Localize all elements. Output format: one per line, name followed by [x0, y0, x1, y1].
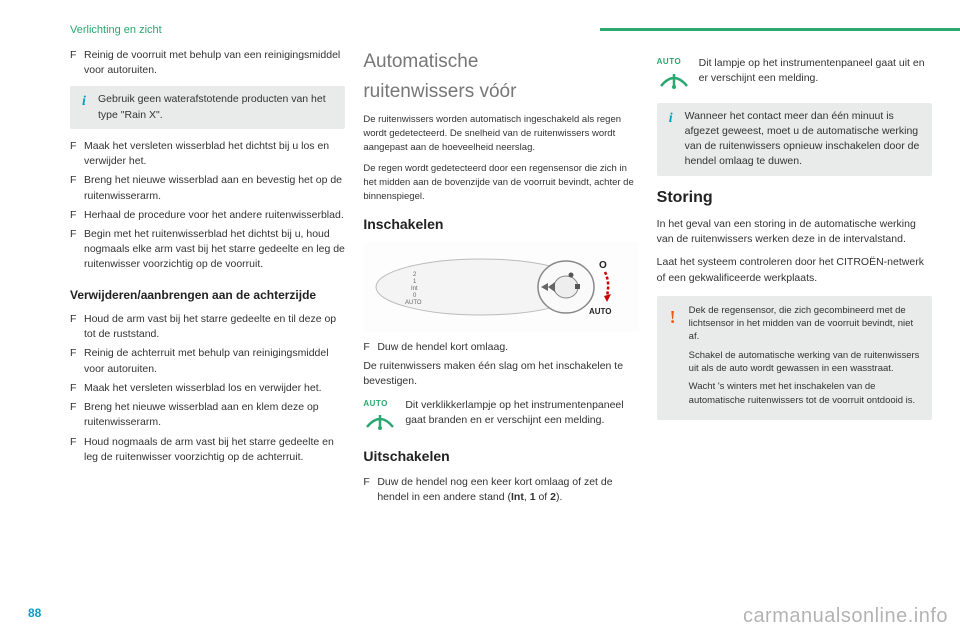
- bullet-mark: F: [70, 312, 84, 342]
- info-box: i Wanneer het contact meer dan één minuu…: [657, 103, 932, 176]
- info-icon: i: [665, 109, 677, 129]
- list-item: FBreng het nieuwe wisserblad aan en klem…: [70, 400, 345, 430]
- section-title: ruitenwissers vóór: [363, 78, 638, 106]
- list-text: Maak het versleten wisserblad het dichts…: [84, 139, 345, 169]
- list-text: Begin met het ruitenwisserblad het dicht…: [84, 227, 345, 273]
- warning-line: Dek de regensensor, die zich gecombineer…: [689, 304, 922, 344]
- list-text: Reinig de voorruit met behulp van een re…: [84, 48, 345, 78]
- page-number: 88: [28, 606, 41, 620]
- list-item: FMaak het versleten wisserblad los en ve…: [70, 381, 345, 396]
- warning-text: Dek de regensensor, die zich gecombineer…: [689, 304, 922, 412]
- list-item: FMaak het versleten wisserblad het dicht…: [70, 139, 345, 169]
- subsection-title: Uitschakelen: [363, 446, 638, 466]
- list-item: F Reinig de voorruit met behulp van een …: [70, 48, 345, 78]
- paragraph: In het geval van een storing in de autom…: [657, 217, 932, 247]
- column-2: Automatische ruitenwissers vóór De ruite…: [363, 48, 638, 509]
- column-3: AUTO Dit lampje op het instrumentenpanee…: [657, 48, 932, 509]
- list-item: FBegin met het ruitenwisserblad het dich…: [70, 227, 345, 273]
- list-text: Breng het nieuwe wisserblad aan en beves…: [84, 173, 345, 203]
- wiper-stalk-illustration: O AUTO 2 1 Int 0 AUTO: [363, 242, 638, 332]
- indicator-row: AUTO Dit lampje op het instrumentenpanee…: [657, 56, 932, 95]
- list-item: FReinig de achterruit met behulp van rei…: [70, 346, 345, 376]
- bullet-mark: F: [70, 400, 84, 430]
- subsection-title: Storing: [657, 186, 932, 209]
- list-text: Duw de hendel kort omlaag.: [377, 340, 638, 355]
- watermark: carmanualsonline.info: [743, 605, 948, 628]
- header-accent-rule: [600, 28, 960, 31]
- info-icon: i: [78, 92, 90, 112]
- bullet-mark: F: [70, 208, 84, 223]
- list-text: Herhaal de procedure voor het andere rui…: [84, 208, 345, 223]
- bullet-mark: F: [70, 173, 84, 203]
- svg-text:AUTO: AUTO: [405, 300, 422, 306]
- list-item: FHoud de arm vast bij het starre gedeelt…: [70, 312, 345, 342]
- stalk-svg: O AUTO 2 1 Int 0 AUTO: [371, 244, 631, 330]
- list-text: Reinig de achterruit met behulp van rein…: [84, 346, 345, 376]
- auto-label: AUTO: [657, 56, 691, 68]
- subsection-title: Inschakelen: [363, 214, 638, 234]
- info-text: Gebruik geen waterafstotende producten v…: [98, 92, 337, 122]
- info-box: i Gebruik geen waterafstotende producten…: [70, 86, 345, 128]
- indicator-text: Dit verklikkerlampje op het instrumenten…: [405, 398, 638, 428]
- indicator-text: Dit lampje op het instrumentenpaneel gaa…: [699, 56, 932, 86]
- bullet-mark: F: [363, 340, 377, 355]
- bullet-mark: F: [70, 346, 84, 376]
- svg-text:Int: Int: [411, 286, 418, 292]
- bullet-mark: F: [70, 139, 84, 169]
- auto-wiper-icon: AUTO: [657, 56, 691, 95]
- list-text: Duw de hendel nog een keer kort omlaag o…: [377, 475, 638, 505]
- warning-line: Schakel de automatische werking van de r…: [689, 349, 922, 376]
- subsection-title: Verwijderen/aanbrengen aan de achterzijd…: [70, 287, 345, 304]
- paragraph: Laat het systeem controleren door het CI…: [657, 255, 932, 285]
- auto-label: AUTO: [363, 398, 397, 410]
- list-text: Houd nogmaals de arm vast bij het starre…: [84, 435, 345, 465]
- warning-line: Wacht 's winters met het inschakelen van…: [689, 380, 922, 407]
- list-item: FHerhaal de procedure voor het andere ru…: [70, 208, 345, 223]
- list-item: FDuw de hendel kort omlaag.: [363, 340, 638, 355]
- column-1: F Reinig de voorruit met behulp van een …: [70, 48, 345, 509]
- bullet-mark: F: [70, 435, 84, 465]
- bullet-mark: F: [70, 48, 84, 78]
- list-item: FHoud nogmaals de arm vast bij het starr…: [70, 435, 345, 465]
- list-text: Maak het versleten wisserblad los en ver…: [84, 381, 345, 396]
- list-item: F Duw de hendel nog een keer kort omlaag…: [363, 475, 638, 505]
- info-text: Wanneer het contact meer dan één minuut …: [685, 109, 924, 170]
- list-text: Breng het nieuwe wisserblad aan en klem …: [84, 400, 345, 430]
- paragraph: De ruitenwissers maken één slag om het i…: [363, 359, 638, 389]
- list-text: Houd de arm vast bij het starre gedeelte…: [84, 312, 345, 342]
- paragraph: De ruitenwissers worden automatisch inge…: [363, 113, 638, 154]
- indicator-row: AUTO Dit verklikkerlampje op het instrum…: [363, 398, 638, 437]
- auto-wiper-icon: AUTO: [363, 398, 397, 437]
- section-title: Automatische: [363, 48, 638, 76]
- bullet-mark: F: [70, 227, 84, 273]
- manual-page: Verlichting en zicht F Reinig de voorrui…: [0, 0, 960, 640]
- warning-icon: !: [667, 304, 679, 330]
- label-AUTO: AUTO: [589, 307, 612, 316]
- bullet-mark: F: [363, 475, 377, 505]
- list-item: FBreng het nieuwe wisserblad aan en beve…: [70, 173, 345, 203]
- content-columns: F Reinig de voorruit met behulp van een …: [70, 48, 932, 509]
- bullet-mark: F: [70, 381, 84, 396]
- warning-box: ! Dek de regensensor, die zich gecombine…: [657, 296, 932, 420]
- paragraph: De regen wordt gedetecteerd door een reg…: [363, 162, 638, 203]
- label-O: O: [599, 260, 607, 271]
